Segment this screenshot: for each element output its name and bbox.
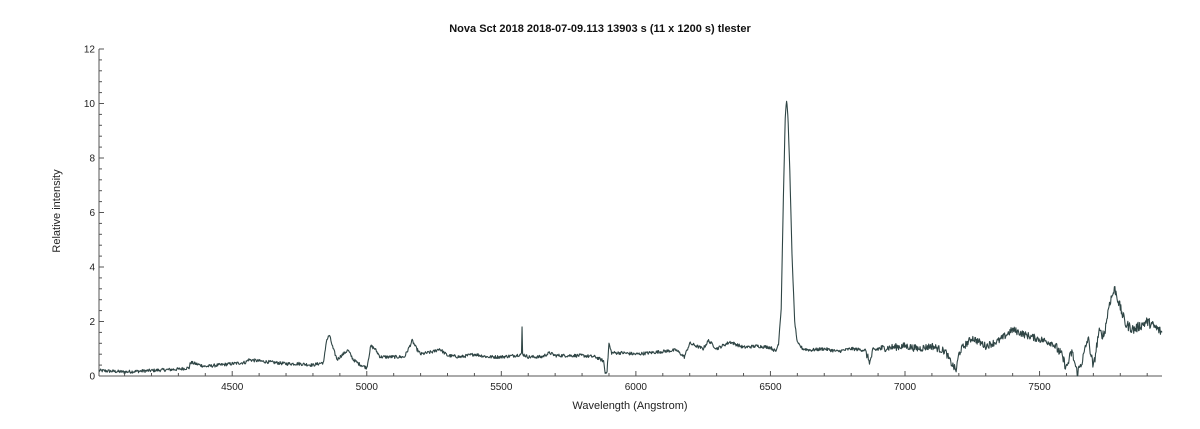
x-tick-label: 5500 [490, 382, 513, 393]
y-tick-label: 8 [89, 154, 95, 165]
x-tick-label: 6000 [625, 382, 648, 393]
y-tick-label: 6 [89, 208, 95, 219]
y-tick-label: 4 [89, 263, 95, 274]
x-tick-label: 7000 [894, 382, 917, 393]
y-tick-label: 10 [84, 99, 96, 110]
x-tick-label: 5000 [356, 382, 379, 393]
x-tick-label: 6500 [759, 382, 782, 393]
axes: 0 2 4 6 8 10 12 4500 5000 5500 6000 6500 7000 7500 [84, 45, 1162, 393]
x-axis-label: Wavelength (Angstrom) [572, 400, 687, 412]
y-tick-label: 2 [89, 317, 95, 328]
y-axis-label: Relative intensity [51, 169, 63, 253]
spectrum-series-line [98, 100, 1163, 377]
x-tick-label: 4500 [221, 382, 244, 393]
y-tick-label: 12 [84, 45, 96, 56]
chart-title: Nova Sct 2018 2018-07-09.113 13903 s (11… [449, 23, 751, 35]
y-tick-label: 0 [89, 372, 95, 383]
plot-area [98, 100, 1163, 377]
x-tick-label: 7500 [1028, 382, 1051, 393]
